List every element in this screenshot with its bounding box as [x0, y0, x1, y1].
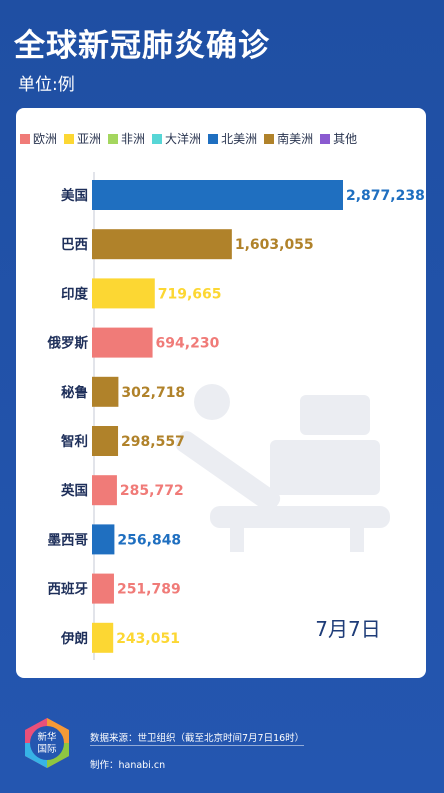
category-label: 伊朗 [60, 630, 88, 647]
legend-label: 北美洲 [221, 132, 258, 146]
legend-label: 其他 [333, 132, 358, 146]
legend-item: 其他 [320, 130, 357, 147]
legend-swatch [108, 133, 119, 144]
legend-label: 大洋洲 [165, 132, 202, 146]
legend-item: 非洲 [108, 130, 145, 147]
legend-label: 南美洲 [277, 132, 314, 146]
value-label: 298,557 [121, 434, 185, 450]
logo-text-bottom: 国际 [37, 744, 57, 755]
legend-label: 亚洲 [77, 132, 102, 146]
bar [92, 622, 114, 653]
unit-label: 单位:例 [18, 75, 75, 95]
value-label: 285,772 [120, 483, 184, 499]
bar [92, 426, 119, 456]
legend-swatch [20, 133, 30, 144]
xinhua-logo: 新华 国际 [25, 718, 69, 768]
credit-note: 制作：hanabi.cn [90, 760, 166, 771]
bar [92, 180, 343, 210]
value-label: 694,230 [156, 336, 220, 352]
category-label: 印度 [61, 285, 88, 302]
legend-swatch [64, 133, 75, 144]
background-illustration [175, 384, 390, 552]
bar [92, 524, 115, 555]
legend-item: 大洋洲 [152, 130, 201, 147]
value-label: 1,603,055 [235, 237, 314, 253]
bar [92, 229, 232, 260]
source-note: 数据来源：世卫组织（截至北京时间7月7日16时） [90, 733, 305, 744]
legend-item: 欧洲 [20, 130, 57, 147]
bar [92, 376, 119, 407]
value-label: 302,718 [121, 385, 185, 401]
legend-swatch [320, 133, 331, 144]
logo-text-top: 新华 [37, 731, 57, 743]
category-label: 西班牙 [48, 581, 89, 598]
legend-item: 北美洲 [208, 130, 257, 147]
value-label: 243,051 [116, 631, 180, 647]
category-label: 秘鲁 [61, 384, 88, 401]
value-label: 256,848 [117, 532, 181, 548]
value-label: 251,789 [117, 582, 181, 598]
value-label: 2,877,238 [346, 188, 425, 204]
legend: 欧洲 亚洲 非洲 大洋洲 北美洲 南美洲 其他 [20, 130, 424, 147]
legend-swatch [264, 133, 275, 144]
legend-label: 非洲 [121, 132, 146, 146]
legend-swatch [152, 133, 163, 144]
bar [92, 327, 153, 358]
date-label: 7月7日 [315, 617, 380, 641]
legend-item: 亚洲 [64, 130, 101, 147]
category-label: 俄罗斯 [47, 335, 89, 352]
legend-label: 欧洲 [33, 132, 58, 146]
legend-item: 南美洲 [264, 130, 313, 147]
bar [92, 278, 155, 309]
category-label: 智利 [61, 433, 88, 450]
bar [92, 475, 117, 506]
category-label: 墨西哥 [48, 532, 89, 548]
bar [92, 573, 114, 604]
category-label: 美国 [61, 187, 88, 204]
legend-swatch [208, 133, 219, 144]
footer-divider [90, 745, 304, 746]
category-label: 英国 [60, 482, 88, 499]
chart-title: 全球新冠肺炎确诊 [14, 28, 270, 64]
category-label: 巴西 [61, 237, 88, 253]
value-label: 719,665 [158, 286, 222, 302]
